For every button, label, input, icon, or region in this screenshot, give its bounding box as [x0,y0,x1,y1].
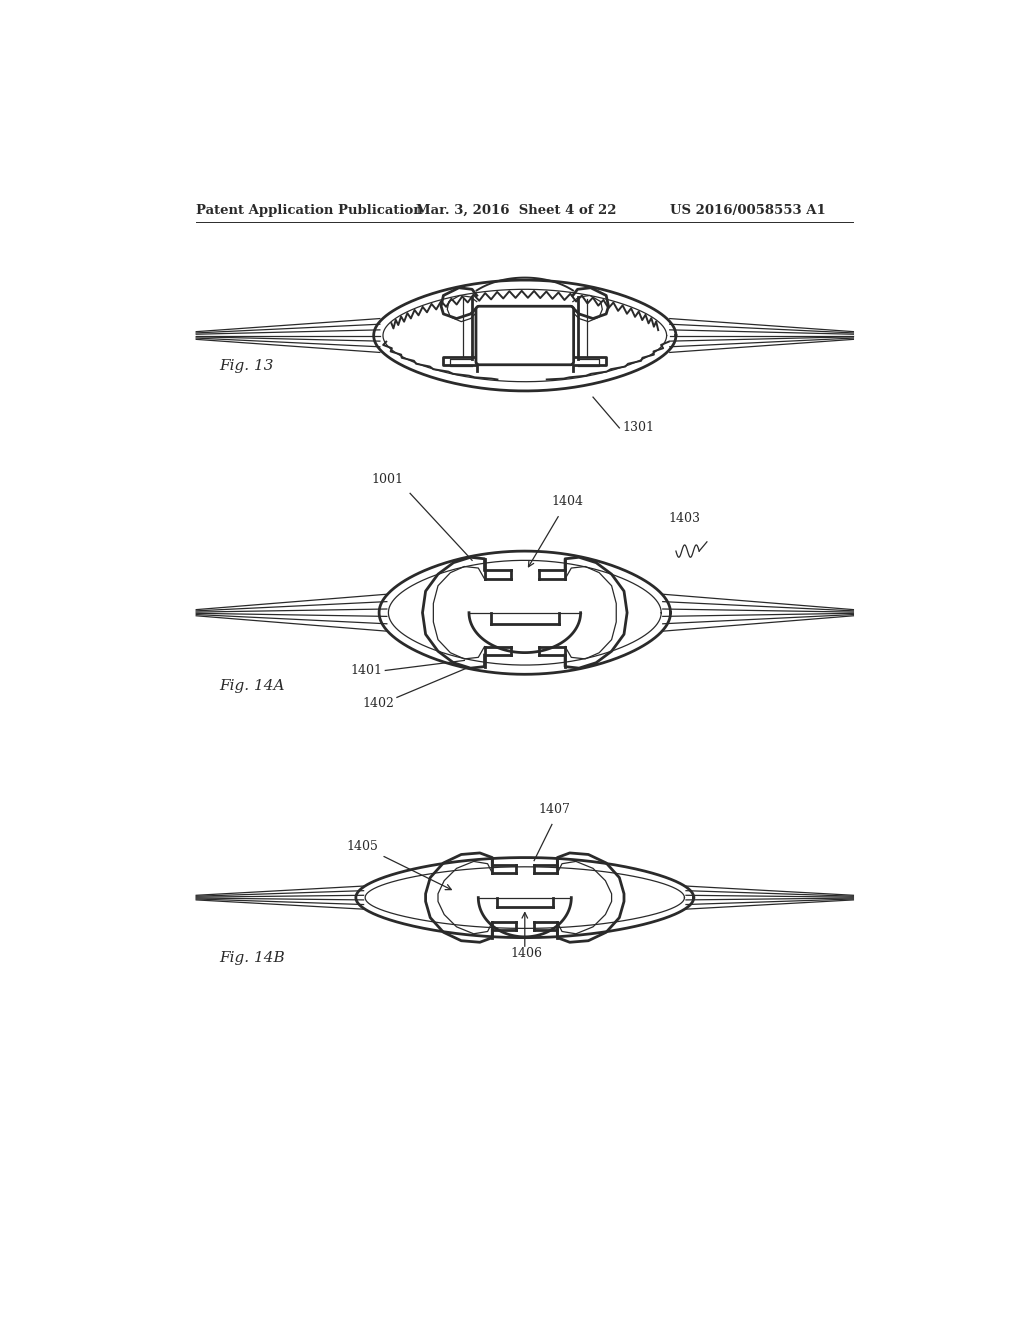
Text: 1403: 1403 [669,512,700,525]
Text: 1001: 1001 [372,474,403,486]
Text: 1406: 1406 [511,946,543,960]
Text: 1401: 1401 [350,664,382,677]
Text: US 2016/0058553 A1: US 2016/0058553 A1 [671,205,826,218]
Text: 1404: 1404 [552,495,584,508]
Text: Fig. 14B: Fig. 14B [219,950,286,965]
Text: 1407: 1407 [539,803,570,816]
FancyBboxPatch shape [476,306,573,364]
Text: 1405: 1405 [346,840,379,853]
Text: 1402: 1402 [362,697,394,710]
Text: Fig. 14A: Fig. 14A [219,678,285,693]
Text: Patent Application Publication: Patent Application Publication [197,205,423,218]
Text: Mar. 3, 2016  Sheet 4 of 22: Mar. 3, 2016 Sheet 4 of 22 [417,205,616,218]
Text: 1301: 1301 [623,421,654,434]
Text: Fig. 13: Fig. 13 [219,359,274,374]
